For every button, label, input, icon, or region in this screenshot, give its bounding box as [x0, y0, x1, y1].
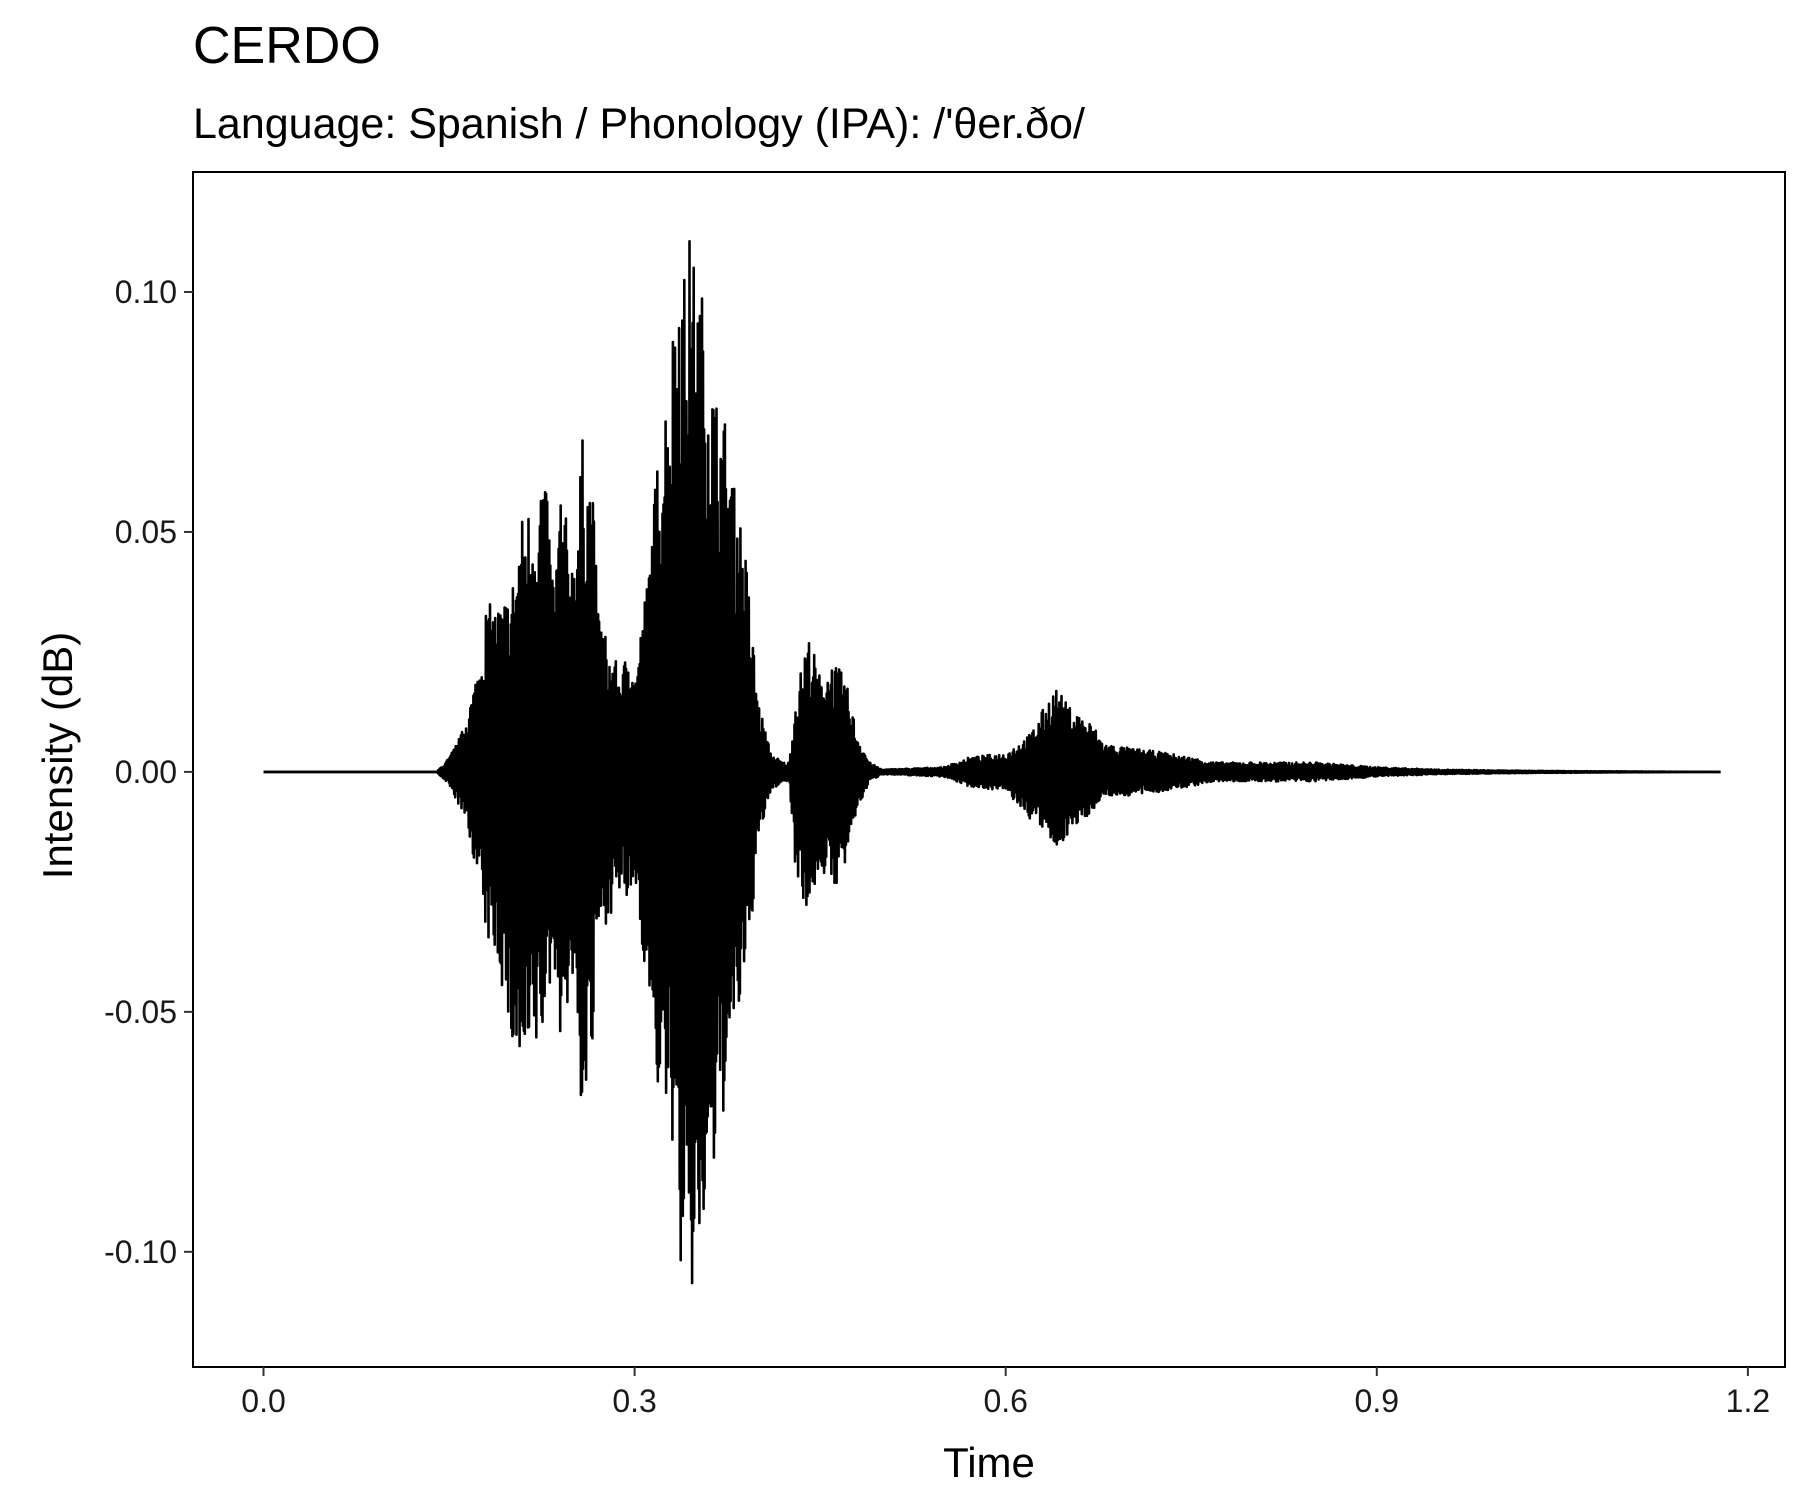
- x-tick-label: 1.2: [1726, 1383, 1770, 1419]
- y-tick-label: 0.00: [115, 754, 177, 790]
- y-tick-label: -0.10: [104, 1234, 177, 1270]
- x-tick-label: 0.6: [983, 1383, 1027, 1419]
- x-axis: 0.0 0.3 0.6 0.9 1.2: [241, 1367, 1770, 1419]
- x-tick-label: 0.9: [1355, 1383, 1399, 1419]
- x-axis-title: Time: [943, 1439, 1035, 1486]
- y-axis: 0.10 0.05 0.00 -0.05 -0.10: [104, 274, 193, 1270]
- plot-panel-border: [192, 171, 1786, 1368]
- plot-content: [262, 240, 1722, 1285]
- x-tick-label: 0.0: [241, 1383, 285, 1419]
- y-axis-title: Intensity (dB): [34, 632, 81, 879]
- chart-subtitle: Language: Spanish / Phonology (IPA): /'θ…: [193, 100, 1085, 148]
- chart-title: CERDO: [193, 17, 381, 75]
- y-tick-label: -0.05: [104, 994, 177, 1030]
- x-tick-label: 0.3: [612, 1383, 656, 1419]
- y-tick-label: 0.10: [115, 274, 177, 310]
- waveform-line: [262, 240, 1722, 1285]
- y-tick-label: 0.05: [115, 514, 177, 550]
